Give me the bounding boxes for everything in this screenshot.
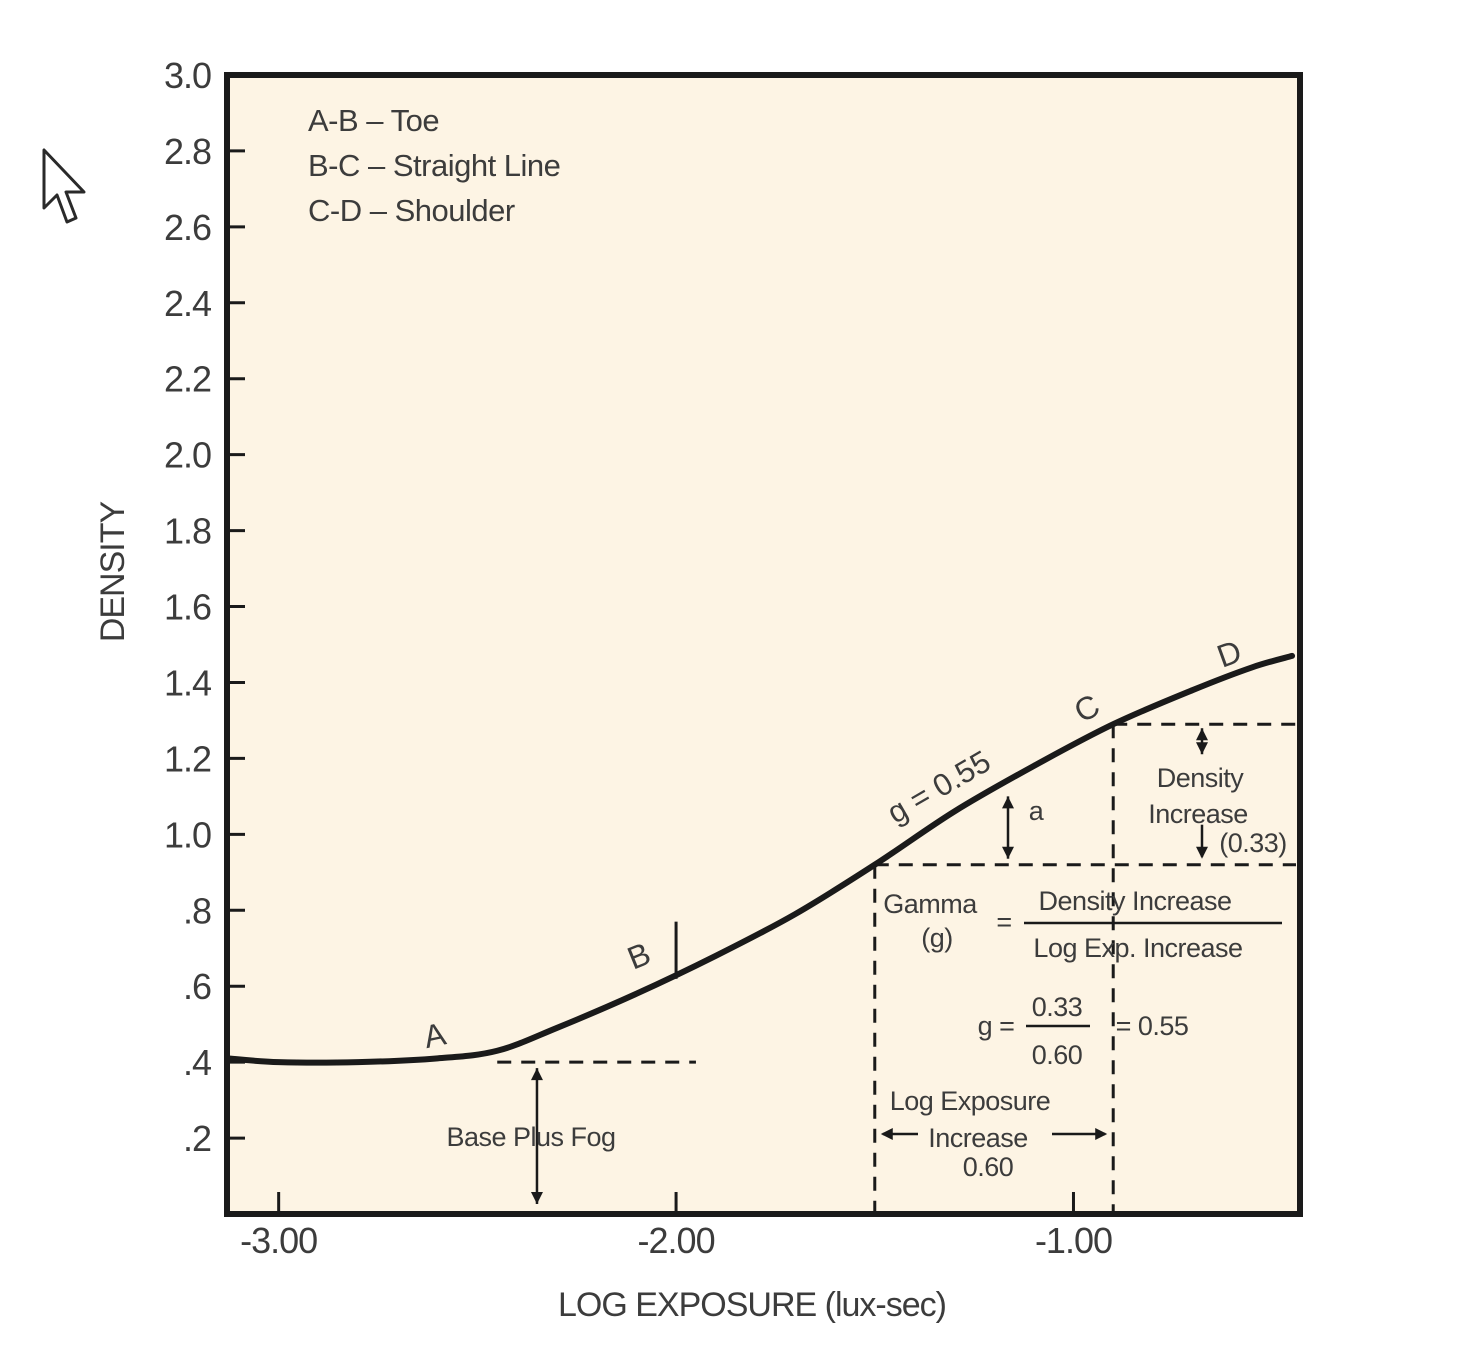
gamma-def-equals: = <box>996 907 1011 937</box>
density-down-arrow-head <box>1196 846 1208 859</box>
characteristic-curve <box>224 652 1296 1066</box>
y-tick-label: 3.0 <box>164 55 211 96</box>
guide-lines <box>497 722 1296 1214</box>
y-tick-label: .6 <box>183 966 211 1007</box>
a-arrow-head <box>1002 796 1014 809</box>
base-plus-fog-label: Base Plus Fog <box>446 1122 615 1152</box>
log-exposure-increase-label-1: Log Exposure <box>890 1086 1051 1116</box>
legend: A-B – Toe B-C – Straight Line C-D – Shou… <box>308 103 561 228</box>
legend-line-shoulder: C-D – Shoulder <box>308 193 515 228</box>
x-tick-label: -3.00 <box>240 1220 317 1261</box>
y-tick-label: 1.8 <box>164 511 211 552</box>
log-exp-right-arrow-head <box>1095 1128 1108 1140</box>
g-calc-denominator: 0.60 <box>1032 1040 1083 1070</box>
g-calc-numerator: 0.33 <box>1032 992 1083 1022</box>
y-axis-ticks: 3.0 2.8 2.6 2.4 2.2 2.0 1.8 1.6 1.4 1.2 1.0 .8 .6 .4.… <box>164 55 245 1159</box>
x-tick-label: -1.00 <box>1035 1220 1112 1261</box>
log-exp-left-arrow-head <box>880 1128 893 1140</box>
gamma-def-label: Gamma <box>883 889 978 919</box>
y-tick-label: 1.2 <box>164 738 211 779</box>
y-axis-title: DENSITY <box>94 502 132 643</box>
legend-line-straight: B-C – Straight Line <box>308 148 560 183</box>
y-tick-label: .8 <box>183 890 211 931</box>
g-calc-result: = 0.55 <box>1116 1011 1189 1041</box>
base-fog-arrow-head <box>530 1192 543 1204</box>
y-tick-label: .4 <box>183 1042 211 1083</box>
log-exposure-increase-value: 0.60 <box>963 1152 1014 1182</box>
x-axis-ticks: -3.00 -2.00 -1.00 <box>240 1192 1113 1261</box>
y-tick-label: 1.0 <box>164 814 211 855</box>
density-increase-label-2: Increase <box>1148 799 1248 829</box>
y-tick-label: 1.4 <box>164 662 211 703</box>
y-tick-label: 2.6 <box>164 207 211 248</box>
legend-line-toe: A-B – Toe <box>308 103 439 138</box>
a-arrow-head <box>1002 846 1014 859</box>
gamma-def-numerator: Density Increase <box>1038 886 1231 916</box>
density-up-arrow-head <box>1196 742 1208 755</box>
y-tick-label: .2 <box>183 1118 211 1159</box>
log-exposure-increase-label-2: Increase <box>928 1123 1028 1153</box>
arrow-cursor-icon <box>42 148 86 224</box>
density-increase-value: (0.33) <box>1219 828 1287 858</box>
y-tick-label: 2.0 <box>164 435 211 476</box>
density-increase-label-1: Density <box>1157 763 1245 793</box>
density-up-arrow-head <box>1196 728 1208 741</box>
y-tick-label: 2.8 <box>164 131 211 172</box>
base-fog-arrow-head <box>530 1068 543 1081</box>
y-tick-label: 2.2 <box>164 359 211 400</box>
x-tick-label: -2.00 <box>638 1220 715 1261</box>
plot-area <box>224 72 1303 1217</box>
a-label: a <box>1029 796 1045 826</box>
y-tick-label: 1.6 <box>164 587 211 628</box>
x-axis-title: LOG EXPOSURE (lux-sec) <box>558 1286 946 1324</box>
g-calc-prefix: g = <box>978 1011 1015 1041</box>
gamma-def-symbol: (g) <box>921 923 953 953</box>
y-tick-label: 2.4 <box>164 283 211 324</box>
gamma-def-denominator: Log Exp. Increase <box>1033 933 1242 963</box>
